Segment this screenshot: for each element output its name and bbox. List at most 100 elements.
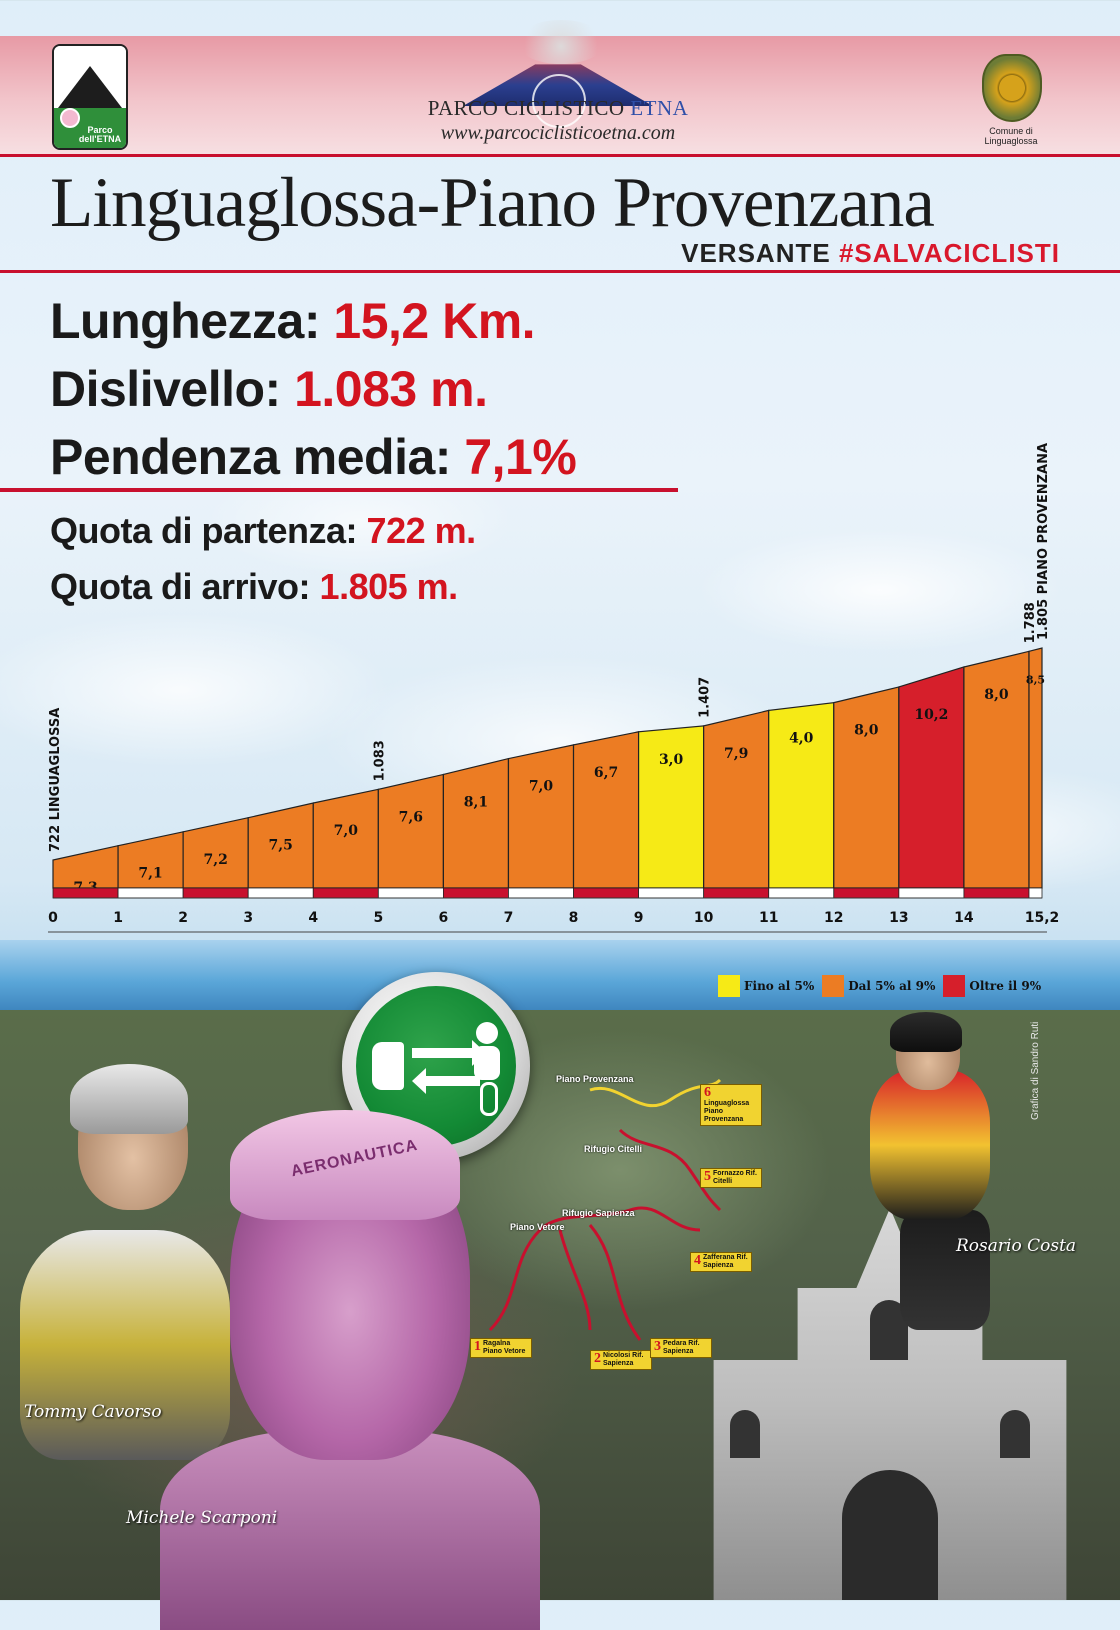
costa-photo bbox=[870, 1070, 990, 1220]
segment-gradient-label: 8,0 bbox=[854, 723, 879, 739]
legend-item-3: Oltre il 9% bbox=[943, 975, 1041, 997]
stat-lunghezza: Lunghezza: 15,2 Km. bbox=[50, 293, 536, 349]
profile-segment-10 bbox=[637, 725, 705, 889]
legend-item-1: Fino al 5% bbox=[718, 975, 814, 997]
km-strip-16 bbox=[1028, 887, 1043, 899]
elevation-label: 1.407 bbox=[698, 677, 713, 718]
km-strip-1 bbox=[52, 887, 119, 899]
x-tick-label: 8 bbox=[569, 910, 579, 926]
segment-gradient-label: 7,5 bbox=[269, 838, 293, 854]
x-tick-label: 4 bbox=[308, 910, 318, 926]
x-tick-label: 14 bbox=[954, 910, 974, 926]
profile-segment-6 bbox=[377, 773, 444, 889]
logo-center-name: PARCO CICLISTICO ETNA bbox=[427, 96, 689, 120]
km-strip-7 bbox=[442, 887, 509, 899]
km-strip-10 bbox=[638, 887, 705, 899]
segment-gradient-label: 7,1 bbox=[138, 866, 162, 882]
logo-center-url: www.parcociclisticoetna.com bbox=[440, 122, 676, 144]
profile-segment-8 bbox=[507, 744, 575, 889]
smoke-icon bbox=[516, 20, 606, 64]
logo-left-text: Parco dell'ETNA bbox=[78, 125, 122, 144]
km-strip-12 bbox=[768, 887, 835, 899]
km-strip-4 bbox=[247, 887, 314, 899]
x-tick-label: 3 bbox=[243, 910, 253, 926]
x-tick-label: 6 bbox=[439, 910, 449, 926]
helmet-icon bbox=[890, 1012, 962, 1052]
stage-3: 3 Pedara Rif. Sapienza bbox=[650, 1338, 712, 1358]
segment-gradient-label: 8,0 bbox=[984, 687, 1009, 703]
map-label-rifugio-sapienza: Rifugio Sapienza bbox=[562, 1208, 635, 1218]
legend-swatch bbox=[822, 975, 845, 997]
profile-segment-14 bbox=[898, 666, 965, 889]
sea-background bbox=[0, 940, 1120, 1010]
km-strip-8 bbox=[508, 887, 574, 899]
x-tick-label: 15,2 bbox=[1025, 910, 1060, 926]
legend-label: Dal 5% al 9% bbox=[848, 979, 936, 993]
page-title: Linguaglossa-Piano Provenzana bbox=[50, 164, 935, 242]
comune-name: Comune di Linguaglossa bbox=[984, 126, 1038, 146]
x-tick-label: 12 bbox=[824, 910, 843, 926]
profile-segment-7 bbox=[442, 757, 510, 889]
x-tick-label: 7 bbox=[504, 910, 514, 926]
stat-dislivello: Dislivello: 1.083 m. bbox=[50, 361, 488, 417]
stat-partenza: Quota di partenza: 722 m. bbox=[50, 510, 476, 551]
flower-icon bbox=[60, 108, 80, 128]
stage-5: 5 Fornazzo Rif. Citelli bbox=[700, 1168, 762, 1188]
km-strip-9 bbox=[573, 887, 639, 899]
volcano-icon bbox=[58, 66, 122, 108]
cyclist-icon bbox=[476, 1022, 498, 1044]
church-door bbox=[842, 1470, 938, 1600]
scarponi-jersey bbox=[160, 1430, 540, 1630]
stage-1: 1 Ragalna Piano Vetore bbox=[470, 1338, 532, 1358]
x-tick-label: 10 bbox=[694, 910, 714, 926]
segment-gradient-label: 6,7 bbox=[594, 765, 618, 781]
segment-gradient-label: 10,2 bbox=[914, 707, 948, 723]
helmet-icon bbox=[70, 1064, 188, 1134]
km-strip-5 bbox=[312, 887, 379, 899]
elevation-label: 1.805 PIANO PROVENZANA bbox=[1036, 443, 1051, 640]
segment-gradient-label: 3,0 bbox=[659, 752, 684, 768]
stage-2: 2 Nicolosi Rif. Sapienza bbox=[590, 1350, 652, 1370]
elevation-label: 722 LINGUAGLOSSA bbox=[48, 708, 63, 852]
cavorso-photo bbox=[20, 1230, 230, 1460]
segment-gradient-label: 8,1 bbox=[464, 794, 488, 810]
caption-cavorso: Tommy Cavorso bbox=[24, 1402, 162, 1422]
profile-segment-11 bbox=[703, 709, 770, 889]
map-label-piano-vetore: Piano Vetore bbox=[510, 1222, 565, 1232]
km-strip-2 bbox=[117, 887, 184, 899]
chart-legend: Fino al 5% Dal 5% al 9% Oltre il 9% bbox=[718, 975, 1041, 997]
cap-icon bbox=[230, 1110, 460, 1220]
bicycle-wheel-icon bbox=[532, 74, 586, 128]
segment-gradient-label: 7,6 bbox=[399, 809, 423, 825]
km-strip-6 bbox=[377, 887, 444, 899]
caption-scarponi: Michele Scarponi bbox=[126, 1508, 278, 1528]
km-strip-11 bbox=[703, 887, 770, 899]
legend-label: Oltre il 9% bbox=[969, 979, 1042, 993]
segment-gradient-label: 7,9 bbox=[724, 746, 748, 762]
segment-gradient-label: 4,0 bbox=[789, 730, 814, 746]
map-label-piano-provenzana: Piano Provenzana bbox=[556, 1074, 634, 1084]
profile-segment-9 bbox=[572, 731, 640, 889]
elevation-profile-chart: 7,37,17,27,57,07,68,17,06,73,07,94,08,01… bbox=[0, 380, 1120, 980]
legend-label: Fino al 5% bbox=[744, 979, 815, 993]
stage-4: 4 Zafferana Rif. Sapienza bbox=[690, 1252, 752, 1272]
comune-crest: Comune di Linguaglossa bbox=[966, 48, 1056, 152]
profile-segment-13 bbox=[833, 686, 900, 889]
elevation-label: 1.083 bbox=[372, 740, 387, 781]
segment-gradient-label: 8,5 bbox=[1026, 673, 1045, 686]
x-tick-label: 1 bbox=[113, 910, 123, 926]
arrow-right-icon bbox=[412, 1040, 486, 1066]
legend-swatch bbox=[718, 975, 740, 997]
map-label-rifugio-citelli: Rifugio Citelli bbox=[584, 1144, 642, 1154]
subtitle: VERSANTE #SALVACICLISTI bbox=[681, 238, 1060, 268]
x-tick-label: 5 bbox=[373, 910, 383, 926]
legend-item-2: Dal 5% al 9% bbox=[822, 975, 935, 997]
divider bbox=[0, 270, 1120, 273]
caption-costa: Rosario Costa bbox=[956, 1236, 1077, 1256]
elevation-label: 1.788 bbox=[1023, 602, 1038, 643]
x-tick-label: 13 bbox=[889, 910, 908, 926]
stat-pendenza: Pendenza media: 7,1% bbox=[50, 429, 577, 485]
segment-gradient-label: 7,0 bbox=[334, 823, 359, 839]
segment-gradient-label: 7,2 bbox=[203, 852, 227, 868]
crest-icon bbox=[982, 54, 1042, 122]
